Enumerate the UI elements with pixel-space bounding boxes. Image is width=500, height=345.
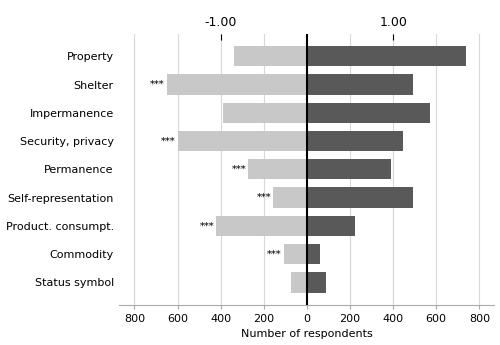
Bar — [307, 102, 430, 123]
Text: ***: *** — [200, 221, 214, 230]
Text: ***: *** — [161, 137, 176, 146]
Text: ***: *** — [150, 80, 164, 89]
Bar — [284, 244, 307, 264]
Text: ***: *** — [256, 193, 272, 202]
Bar — [307, 131, 403, 151]
Bar — [307, 46, 466, 67]
Text: ***: *** — [232, 165, 246, 174]
Bar — [248, 159, 307, 179]
Bar — [307, 216, 356, 236]
Bar — [307, 187, 412, 208]
Bar — [178, 131, 307, 151]
X-axis label: Number of respondents: Number of respondents — [241, 329, 373, 339]
Bar — [216, 216, 307, 236]
Text: ***: *** — [266, 249, 281, 259]
Bar — [223, 102, 307, 123]
Bar — [307, 272, 326, 293]
Bar — [274, 187, 307, 208]
Bar — [290, 272, 307, 293]
Bar — [307, 75, 412, 95]
Bar — [234, 46, 307, 67]
Bar — [167, 75, 307, 95]
Bar — [307, 244, 320, 264]
Bar — [307, 159, 391, 179]
